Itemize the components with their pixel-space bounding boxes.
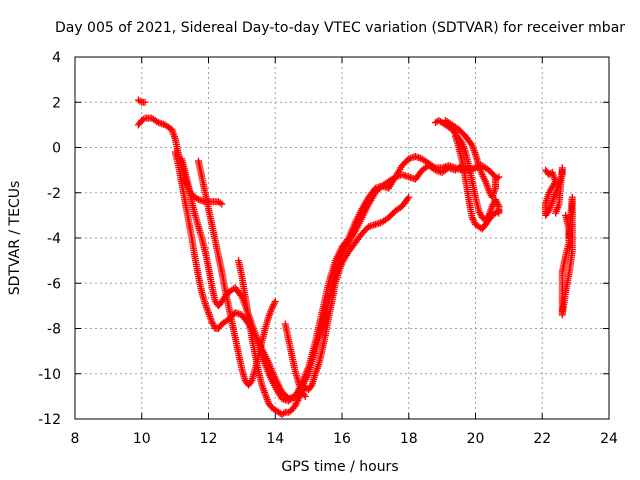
data-point (139, 115, 147, 123)
data-series-g (281, 320, 309, 400)
data-point (300, 391, 308, 399)
data-series-i (441, 116, 503, 201)
plot-frame (74, 56, 610, 420)
x-tick-label: 20 (467, 431, 485, 447)
x-tick-label: 10 (133, 431, 151, 447)
data-point (247, 378, 255, 386)
x-tick-label: 14 (266, 431, 284, 447)
data-series-j (451, 132, 503, 233)
grid-layer (75, 57, 609, 419)
data-point (495, 173, 503, 181)
data-layer (134, 96, 576, 418)
x-axis-label: GPS time / hours (281, 459, 398, 475)
data-point (280, 409, 288, 417)
y-tick-label: 0 (52, 141, 61, 157)
y-tick-label: 4 (52, 50, 61, 66)
data-point (495, 207, 503, 215)
data-point (141, 98, 149, 106)
data-point (552, 209, 560, 217)
data-point (136, 97, 144, 105)
data-point (405, 193, 413, 201)
y-tick-label: -10 (38, 367, 61, 383)
y-axis-label: SDTVAR / TECUs (7, 181, 23, 296)
data-point (301, 392, 309, 400)
data-series-l (558, 193, 576, 319)
data-point (430, 163, 438, 171)
data-point (271, 297, 279, 305)
y-tick-label: -8 (47, 322, 61, 338)
data-point (307, 383, 315, 391)
y-tick-label: 2 (52, 95, 61, 111)
y-tick-label: -6 (47, 276, 61, 292)
x-tick-label: 24 (600, 431, 618, 447)
y-tick-label: -4 (47, 231, 61, 247)
data-point (404, 195, 412, 203)
data-point (493, 174, 501, 182)
y-tick-label: -12 (38, 412, 61, 428)
x-tick-label: 16 (333, 431, 351, 447)
data-series-k (542, 164, 566, 219)
x-tick-label: 18 (400, 431, 418, 447)
data-point (493, 208, 501, 216)
x-tick-label: 8 (71, 431, 80, 447)
x-tick-label: 12 (200, 431, 218, 447)
x-tick-label: 22 (533, 431, 551, 447)
chart-title: Day 005 of 2021, Sidereal Day-to-day VTE… (55, 20, 625, 36)
data-series-a (134, 96, 149, 106)
data-series-f (235, 193, 413, 418)
data-point (218, 200, 226, 208)
y-tick-label: -2 (47, 186, 61, 202)
data-point (216, 199, 224, 207)
data-point (565, 234, 573, 242)
